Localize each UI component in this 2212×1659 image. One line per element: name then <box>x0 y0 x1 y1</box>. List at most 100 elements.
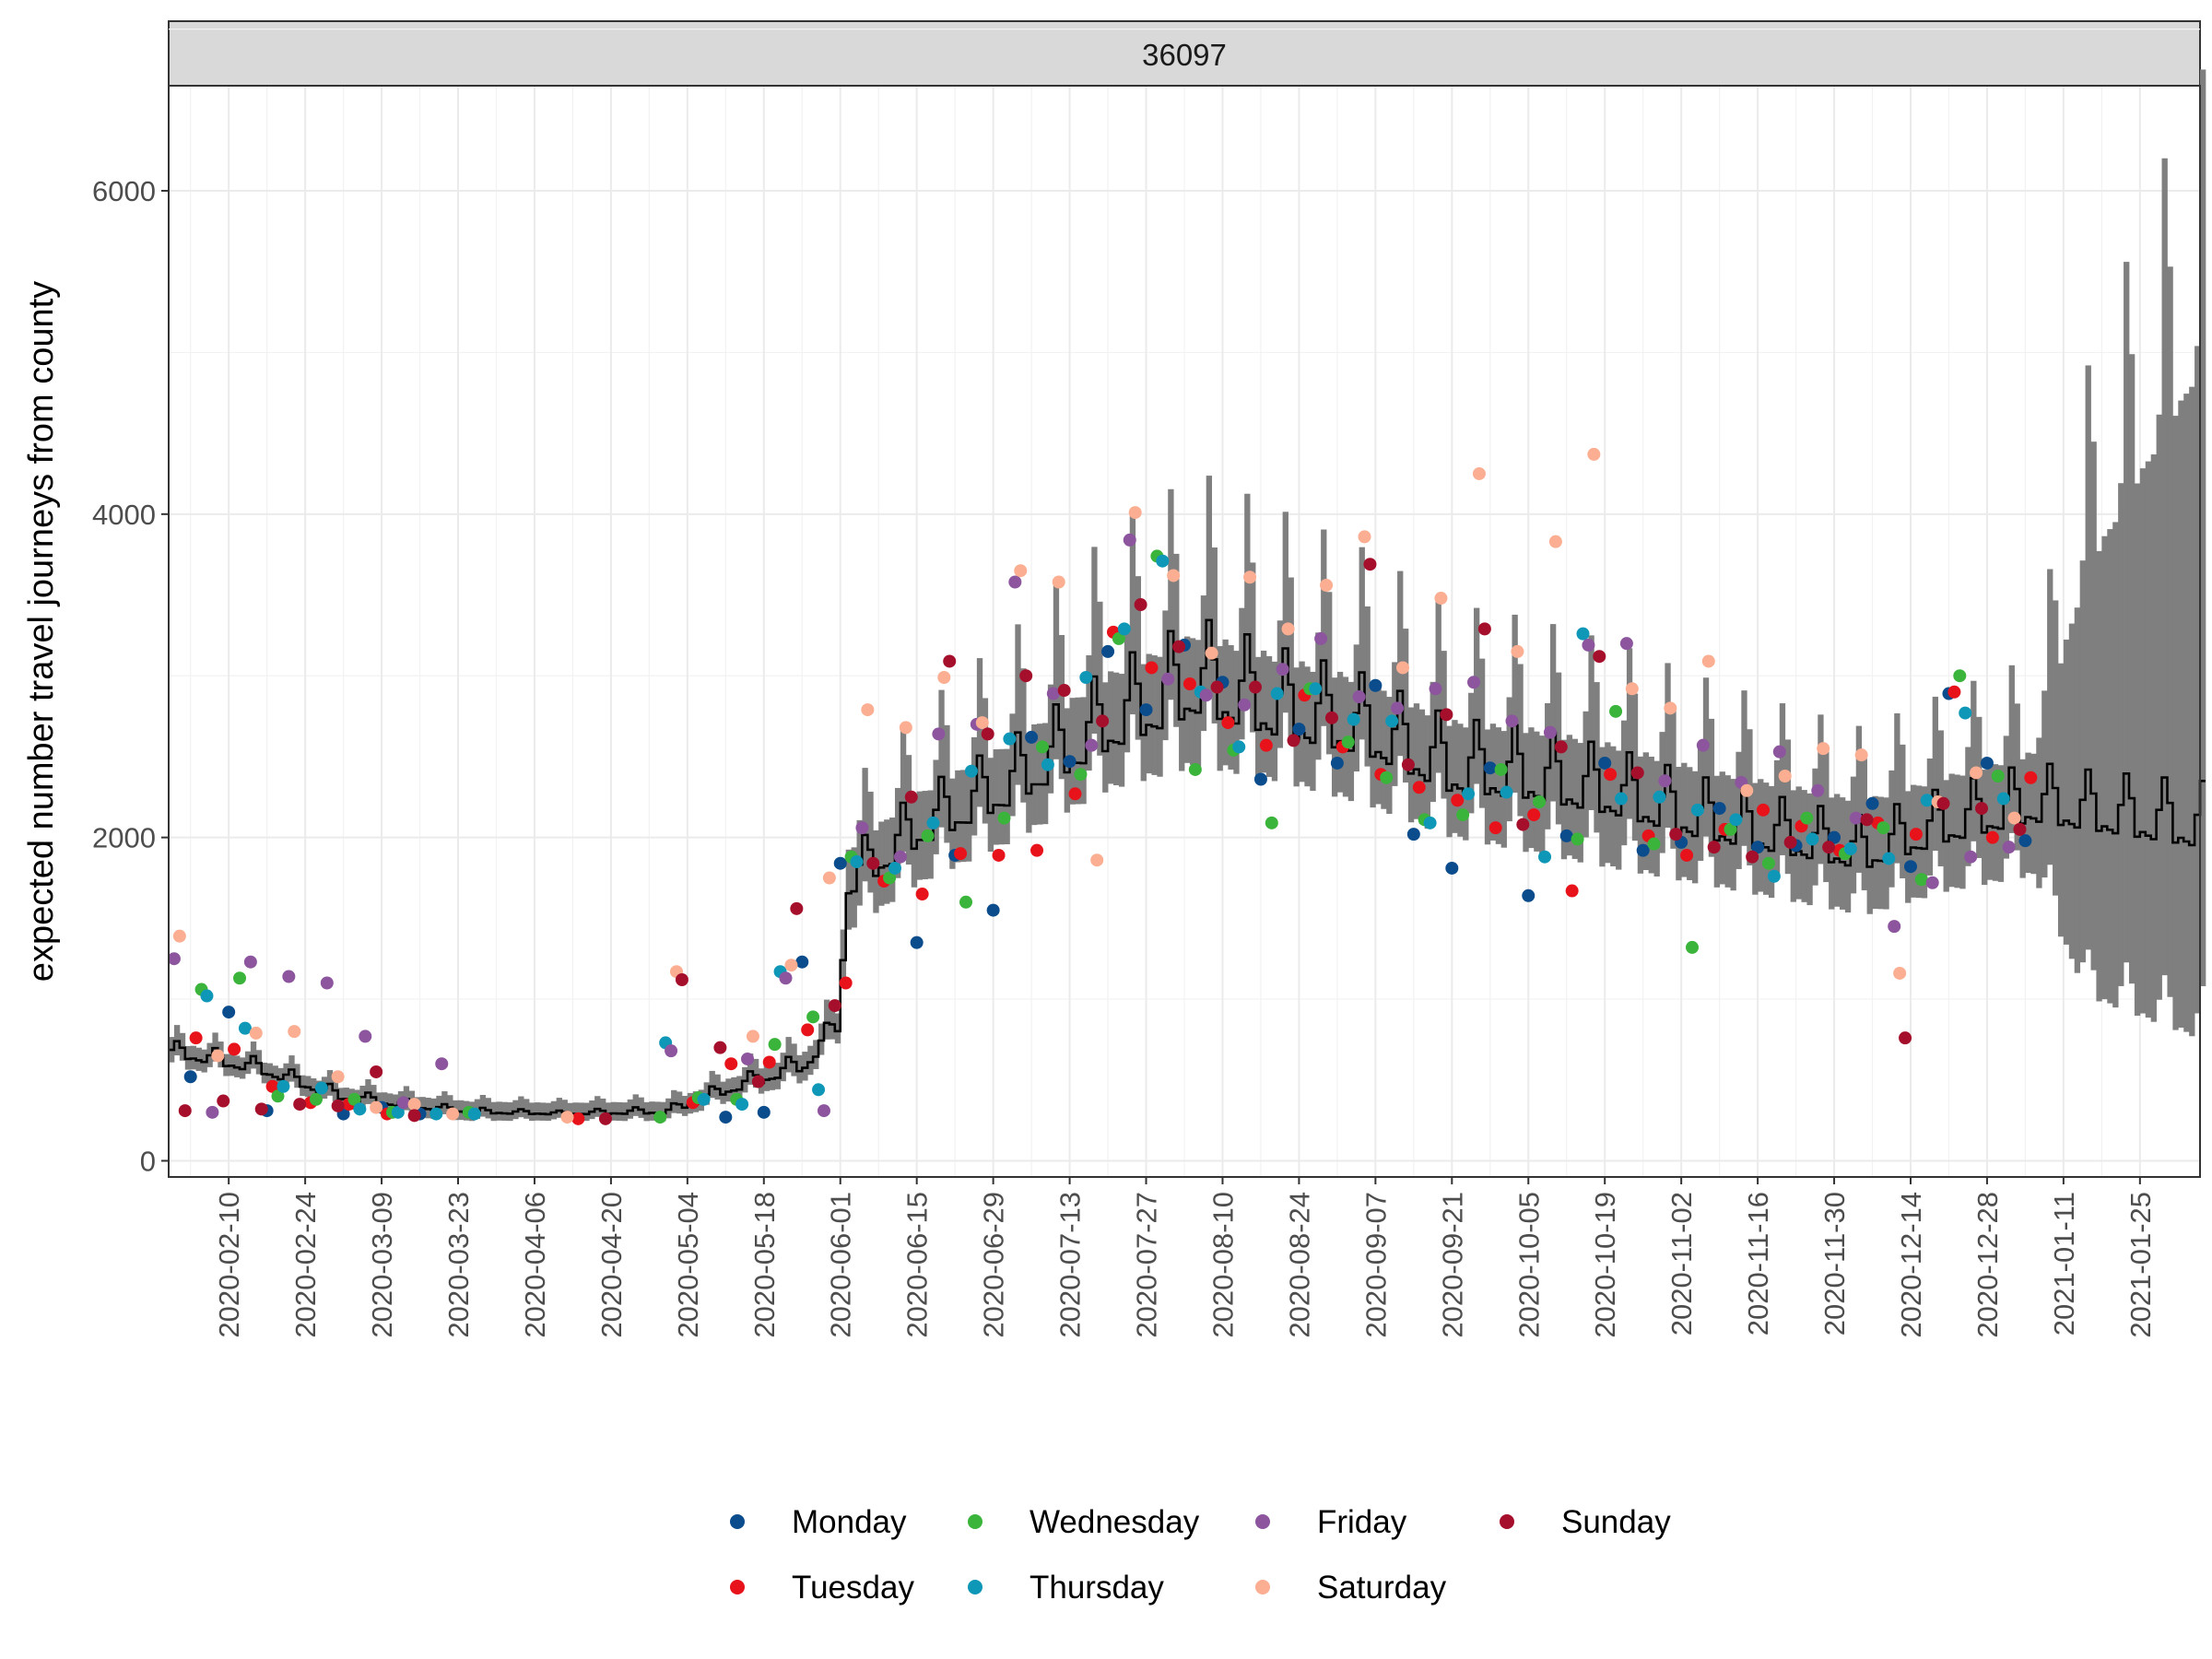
data-point-friday <box>1888 920 1901 934</box>
ribbon-segment <box>1157 656 1163 777</box>
ribbon-segment <box>1495 727 1502 844</box>
ribbon-segment <box>1370 688 1376 808</box>
x-tick-label: 2020-09-21 <box>1436 1192 1468 1338</box>
ribbon-segment <box>1528 727 1535 849</box>
data-point-monday <box>1139 703 1153 717</box>
ribbon-segment <box>938 689 945 828</box>
ribbon-segment <box>747 1053 754 1085</box>
ribbon-segment <box>1047 684 1054 794</box>
data-point-thursday <box>1232 740 1246 754</box>
data-point-sunday <box>904 790 918 804</box>
data-point-tuesday <box>1182 677 1196 691</box>
data-point-sunday <box>1936 796 1950 810</box>
ribbon-segment <box>1053 585 1060 759</box>
ribbon-segment <box>539 1102 547 1121</box>
data-point-wednesday <box>959 895 973 909</box>
ribbon-segment <box>1015 624 1021 785</box>
data-point-sunday <box>1554 740 1568 754</box>
data-point-saturday <box>861 703 875 717</box>
legend-item-saturday: Saturday <box>1255 1570 1447 1606</box>
ribbon-segment <box>1457 724 1464 837</box>
data-point-thursday <box>1117 622 1131 636</box>
ribbon-segment <box>1665 663 1671 829</box>
data-point-sunday <box>1440 708 1453 722</box>
ribbon-segment <box>802 1052 808 1081</box>
ribbon-segment <box>944 724 950 843</box>
data-point-tuesday <box>839 976 853 990</box>
data-point-friday <box>1543 725 1557 739</box>
ribbon-segment <box>1288 577 1294 743</box>
data-point-friday <box>1008 575 1022 589</box>
ribbon-segment <box>933 759 939 854</box>
ribbon-segment <box>1626 648 1633 819</box>
ribbon-segment <box>2074 607 2081 973</box>
x-tick-label: 2020-06-15 <box>901 1192 934 1338</box>
data-point-tuesday <box>1221 716 1235 730</box>
ribbon-segment <box>1812 768 1818 886</box>
data-point-sunday <box>828 999 841 1013</box>
data-point-saturday <box>560 1111 574 1124</box>
legend-key-tuesday <box>730 1580 745 1594</box>
ribbon-segment <box>2134 483 2141 1017</box>
data-point-tuesday <box>992 848 1006 862</box>
ribbon-segment <box>873 830 879 913</box>
ribbon-segment <box>1670 706 1677 849</box>
ribbon-segment <box>2014 703 2020 851</box>
data-point-friday <box>396 1096 410 1110</box>
data-point-monday <box>1406 828 1420 841</box>
x-tick-label: 2020-12-14 <box>1895 1192 1927 1338</box>
ribbon-segment <box>572 1102 579 1121</box>
ribbon-segment <box>1915 785 1923 899</box>
x-tick-label: 2020-06-29 <box>978 1192 1010 1338</box>
data-point-wednesday <box>1074 768 1088 782</box>
data-point-saturday <box>1434 592 1448 606</box>
ribbon-segment <box>2112 522 2119 1008</box>
ribbon-segment <box>1463 727 1469 841</box>
x-tick-label: 2020-12-28 <box>1971 1192 2004 1338</box>
data-point-tuesday <box>1412 781 1426 794</box>
series-friday <box>167 533 2016 1119</box>
ribbon-segment <box>2008 665 2015 833</box>
data-point-monday <box>1903 860 1917 874</box>
ribbon-segment <box>752 1058 759 1088</box>
ribbon-segment <box>1009 713 1016 817</box>
legend-item-thursday: Thursday <box>968 1570 1164 1606</box>
data-point-wednesday <box>1724 822 1737 836</box>
ribbon-segment <box>955 770 961 863</box>
data-point-wednesday <box>1877 821 1890 835</box>
data-point-wednesday <box>1265 816 1278 830</box>
data-point-thursday <box>1843 841 1857 855</box>
ribbon-segment <box>1364 606 1371 767</box>
data-point-thursday <box>1270 687 1284 700</box>
data-point-tuesday <box>228 1042 241 1056</box>
data-point-friday <box>1276 663 1289 677</box>
data-point-monday <box>1712 802 1726 816</box>
ribbon-segment <box>1075 697 1081 805</box>
ribbon-segment <box>731 1077 737 1101</box>
data-point-saturday <box>407 1098 421 1112</box>
ribbon-segment <box>1265 655 1273 777</box>
data-point-sunday <box>1363 558 1377 571</box>
data-point-friday <box>1658 774 1672 788</box>
data-point-tuesday <box>1757 803 1771 817</box>
data-point-friday <box>1925 876 1939 889</box>
ribbon-segment <box>966 770 972 862</box>
ribbon-segment <box>610 1101 618 1121</box>
data-point-tuesday <box>1947 685 1961 699</box>
ribbon-segment <box>1708 718 1715 857</box>
ribbon-segment <box>1200 595 1207 732</box>
ribbon-segment <box>2047 569 2053 865</box>
ribbon-segment <box>1850 776 1857 894</box>
data-point-thursday <box>276 1079 290 1093</box>
data-point-wednesday <box>1647 837 1661 851</box>
data-point-friday <box>1849 811 1863 825</box>
data-point-friday <box>1085 738 1099 752</box>
ribbon-segment <box>1441 651 1447 799</box>
ribbon-segment <box>1992 764 1999 881</box>
data-point-wednesday <box>1914 873 1928 887</box>
x-tick-label: 2020-11-02 <box>1665 1192 1698 1335</box>
ribbon-segment <box>638 1097 644 1118</box>
ribbon-segment <box>600 1098 606 1119</box>
x-tick-label: 2020-05-18 <box>748 1192 781 1338</box>
data-point-tuesday <box>915 888 929 901</box>
